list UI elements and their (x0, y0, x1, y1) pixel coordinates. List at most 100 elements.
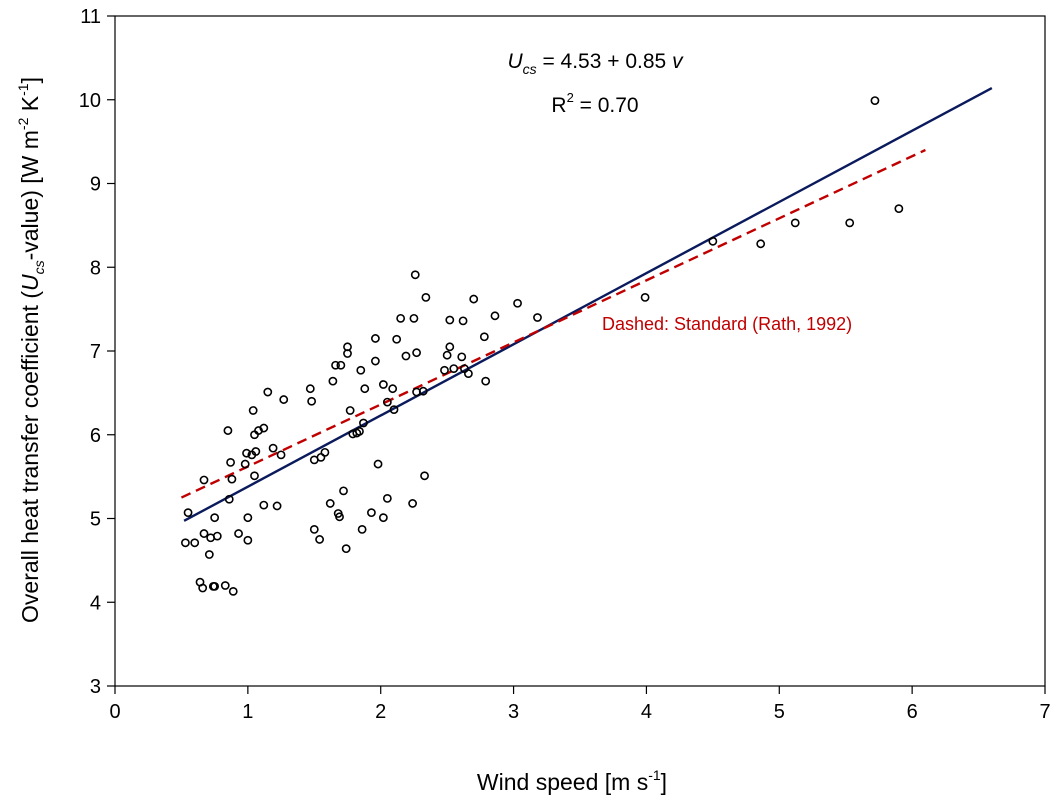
data-point (248, 406, 258, 415)
data-point (421, 292, 431, 302)
data-point (756, 239, 766, 249)
data-point (272, 501, 282, 511)
data-point (204, 550, 214, 559)
data-point (440, 365, 449, 375)
data-point (382, 493, 392, 503)
x-tick-label: 3 (508, 701, 519, 723)
x-tick-label: 7 (1039, 701, 1050, 723)
data-point (870, 96, 880, 105)
data-point (243, 535, 253, 545)
data-point (250, 471, 259, 481)
data-point (790, 218, 800, 228)
y-axis-ticks: 3 4 5 6 7 8 9 10 11 (79, 6, 115, 698)
data-point (389, 405, 399, 415)
data-point (457, 352, 467, 362)
data-point (533, 313, 542, 322)
data-point (370, 356, 380, 366)
data-point (339, 486, 348, 496)
y-tick-label: 10 (79, 90, 101, 112)
data-point (396, 313, 406, 323)
r-squared-label: R2 = 0.70 (551, 90, 638, 117)
y-tick-label: 4 (90, 592, 101, 614)
data-point (412, 348, 421, 358)
data-point (199, 475, 209, 485)
y-axis-title: Overall heat transfer coefficient (Ucs-v… (15, 77, 47, 623)
data-point (360, 384, 370, 394)
standard-dashed-line (180, 148, 926, 499)
data-point (458, 316, 468, 326)
x-tick-label: 4 (641, 701, 652, 723)
data-point (355, 426, 364, 436)
data-point (227, 474, 237, 484)
x-axis-ticks: 0 1 2 3 4 5 6 7 (109, 686, 1051, 723)
data-point (341, 544, 351, 554)
data-point (251, 447, 261, 456)
data-point (373, 459, 383, 469)
y-tick-label: 7 (90, 341, 101, 363)
data-point (418, 386, 428, 396)
x-tick-label: 0 (109, 701, 120, 723)
y-tick-label: 5 (90, 509, 101, 531)
y-tick-label: 11 (80, 6, 101, 28)
data-point (212, 531, 222, 541)
data-point (240, 459, 250, 469)
data-point (388, 384, 398, 394)
data-point (445, 315, 455, 325)
data-point (445, 342, 455, 352)
data-points (181, 96, 904, 596)
data-point (463, 369, 473, 379)
y-tick-label: 9 (90, 174, 101, 196)
data-point (210, 513, 220, 523)
data-point (513, 298, 522, 308)
data-point (224, 494, 234, 504)
data-point (307, 396, 317, 406)
data-point (345, 406, 355, 415)
data-point (198, 583, 208, 593)
x-tick-label: 2 (375, 701, 386, 723)
data-point (335, 512, 344, 522)
data-point (331, 360, 340, 370)
regression-equation: Ucs = 4.53 + 0.85 v (507, 50, 684, 77)
data-point (199, 529, 209, 538)
data-point (279, 395, 289, 404)
data-point (263, 387, 273, 397)
data-point (268, 443, 278, 453)
data-point (845, 218, 855, 228)
data-point (336, 360, 346, 370)
data-point (234, 529, 243, 538)
data-point (410, 270, 420, 280)
data-point (382, 397, 392, 407)
y-tick-label: 8 (90, 257, 101, 279)
data-point (420, 471, 429, 481)
data-point (356, 365, 366, 375)
data-point (894, 204, 904, 214)
data-point (325, 499, 335, 508)
data-point (378, 513, 388, 523)
data-point (309, 524, 319, 534)
data-point (320, 447, 330, 457)
data-point (276, 450, 286, 460)
data-point (183, 508, 193, 518)
data-point (242, 448, 251, 458)
data-point (409, 313, 419, 323)
x-tick-label: 1 (242, 701, 253, 723)
dashed-line-label: Dashed: Standard (Rath, 1992) (602, 314, 852, 334)
data-point (640, 292, 650, 302)
data-point (315, 535, 324, 544)
data-point (223, 426, 233, 435)
data-point (481, 376, 491, 386)
data-point (359, 418, 368, 428)
data-point (210, 581, 220, 591)
data-point (226, 457, 235, 467)
data-point (370, 334, 380, 343)
data-point (449, 364, 459, 373)
data-point (305, 384, 315, 394)
data-point (259, 500, 269, 510)
data-point (220, 581, 230, 590)
data-point (190, 538, 200, 548)
data-point (408, 499, 417, 508)
x-axis-title: Wind speed [m s-1] (477, 767, 667, 795)
regression-fit-line (183, 86, 993, 522)
data-point (367, 508, 376, 518)
